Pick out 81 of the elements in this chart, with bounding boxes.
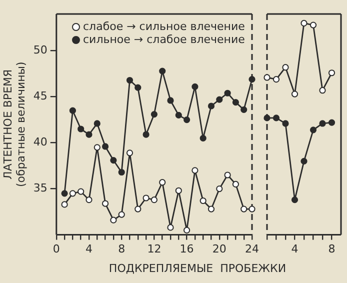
point <box>167 97 174 104</box>
x-tick-label: 4 <box>291 242 298 256</box>
x-tick-label: 24 <box>245 242 259 256</box>
point <box>86 131 92 138</box>
x-tick-label: 20 <box>212 242 226 256</box>
point <box>232 99 239 106</box>
point <box>310 22 317 28</box>
point <box>291 196 298 204</box>
point <box>208 102 215 110</box>
point <box>167 224 174 231</box>
point <box>300 158 308 164</box>
x-tick-label: 8 <box>328 242 336 256</box>
y-tick-label: 45 <box>33 90 48 103</box>
y-axis-title: ЛАТЕНТНОЕ ВРЕМЯ (обратные величины) <box>1 62 28 188</box>
x-tick-label: 0 <box>52 242 60 256</box>
point <box>192 167 198 174</box>
point <box>142 194 150 202</box>
x-axis-title: ПОДКРЕПЛЯЕМЫЕ ПРОБЕЖКИ <box>108 262 288 275</box>
point <box>69 190 76 197</box>
point <box>78 126 84 132</box>
point <box>142 131 150 138</box>
point <box>328 70 336 76</box>
point <box>224 90 231 96</box>
point <box>175 112 182 118</box>
point <box>272 114 280 122</box>
point <box>118 211 125 218</box>
point <box>102 143 109 150</box>
point <box>264 74 270 81</box>
point <box>200 197 206 204</box>
point <box>175 187 182 194</box>
point <box>291 90 298 98</box>
point <box>126 76 134 84</box>
point <box>184 226 190 234</box>
point <box>110 216 117 224</box>
point <box>61 190 68 197</box>
point <box>216 186 223 192</box>
point <box>110 156 117 164</box>
point <box>94 120 100 127</box>
y-tick-label: 35 <box>33 182 48 195</box>
point <box>150 110 158 118</box>
point <box>159 179 166 186</box>
point <box>134 84 142 91</box>
x-tick-label: 4 <box>86 242 92 256</box>
point <box>248 206 256 212</box>
point <box>319 87 326 94</box>
point <box>184 116 190 124</box>
point <box>192 83 198 90</box>
point <box>282 120 289 127</box>
point <box>86 196 92 204</box>
point <box>310 126 317 134</box>
point <box>134 206 142 212</box>
x-tick-label: 12 <box>147 242 162 256</box>
point <box>216 96 223 103</box>
point <box>240 206 248 212</box>
point <box>319 120 326 127</box>
point <box>94 144 100 151</box>
point <box>282 64 289 71</box>
point <box>224 172 231 178</box>
legend-label: сильное → слабое влечение <box>83 33 245 46</box>
point <box>118 168 125 176</box>
point <box>150 196 158 204</box>
x-tick-label: 16 <box>180 242 194 256</box>
y-tick-label: 50 <box>33 44 48 57</box>
point <box>78 188 84 195</box>
y-tick-label: 40 <box>33 136 48 149</box>
x-tick-label: 8 <box>118 242 126 256</box>
point <box>248 76 256 83</box>
point <box>240 106 248 113</box>
point <box>300 20 308 26</box>
point <box>61 201 68 208</box>
point <box>328 119 336 126</box>
point <box>102 200 109 207</box>
legend-label: слабое → сильное влечение <box>83 20 245 33</box>
point <box>208 206 215 212</box>
point <box>264 114 270 122</box>
point <box>159 68 166 74</box>
point <box>200 134 206 142</box>
point <box>272 76 280 83</box>
point <box>69 107 76 114</box>
point <box>126 150 134 156</box>
point <box>232 180 239 188</box>
